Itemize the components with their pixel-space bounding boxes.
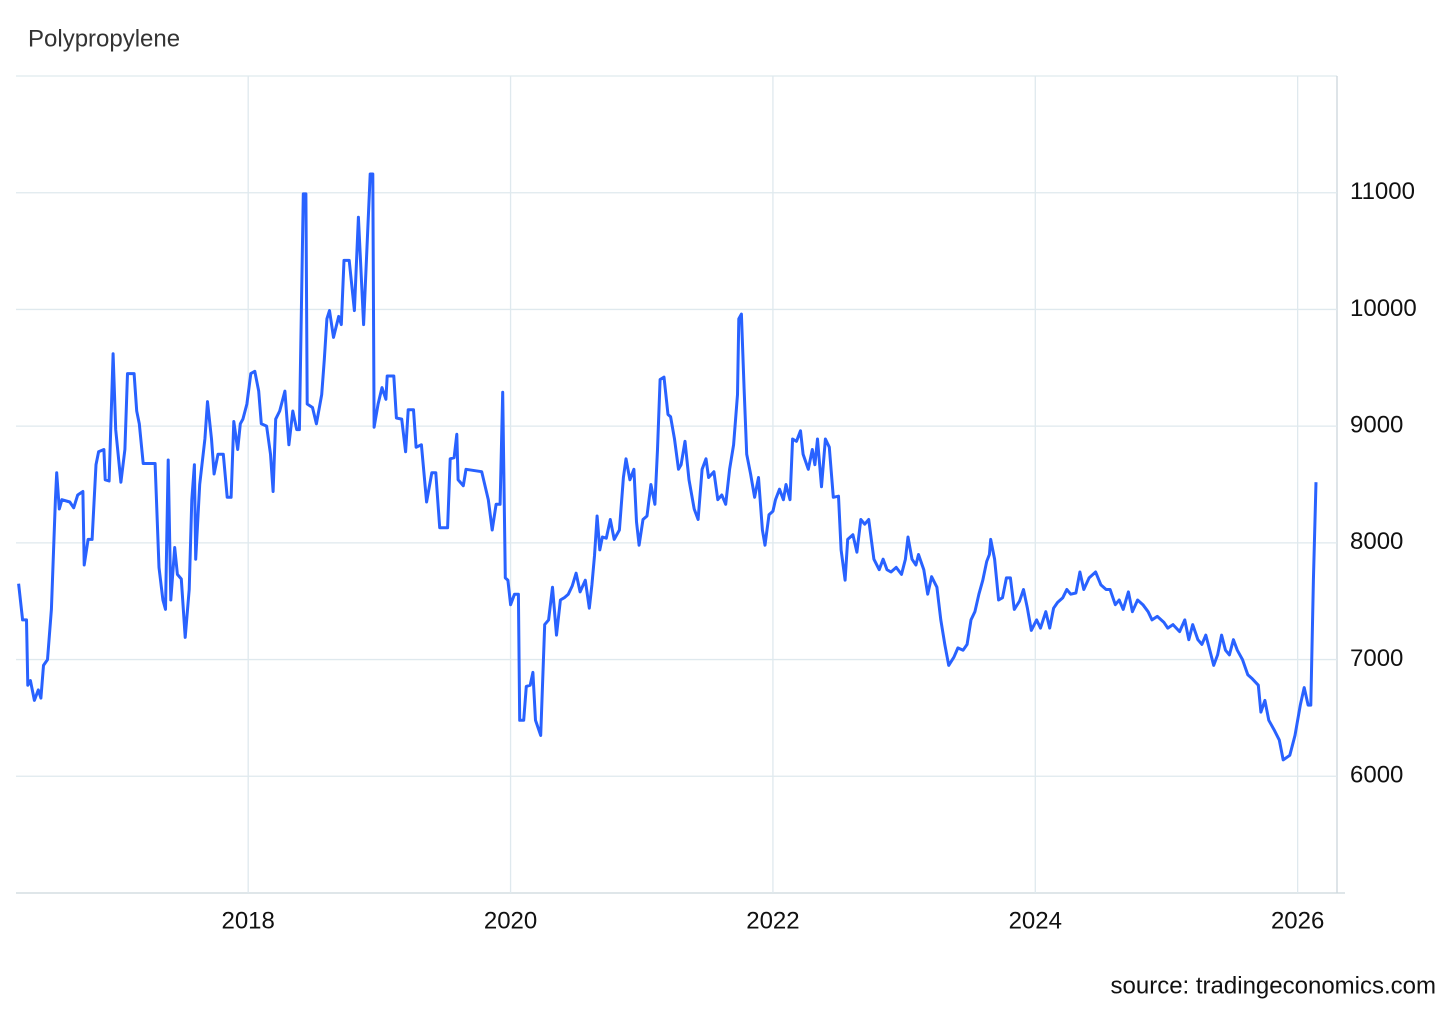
x-tick-label: 2026 <box>1271 907 1324 934</box>
y-tick-label: 11000 <box>1350 178 1415 205</box>
y-tick-label: 9000 <box>1350 411 1403 438</box>
x-tick-label: 2022 <box>746 907 799 934</box>
price-line <box>17 172 1318 762</box>
x-tick-label: 2024 <box>1009 907 1062 934</box>
y-tick-label: 10000 <box>1350 295 1417 322</box>
y-tick-label: 7000 <box>1350 645 1403 672</box>
y-tick-label: 6000 <box>1350 762 1403 789</box>
source-note: source: tradingeconomics.com <box>1111 972 1436 999</box>
y-tick-label: 8000 <box>1350 528 1403 555</box>
x-tick-label: 2018 <box>221 907 274 934</box>
x-tick-label: 2020 <box>484 907 537 934</box>
chart-title: Polypropylene <box>28 25 180 52</box>
